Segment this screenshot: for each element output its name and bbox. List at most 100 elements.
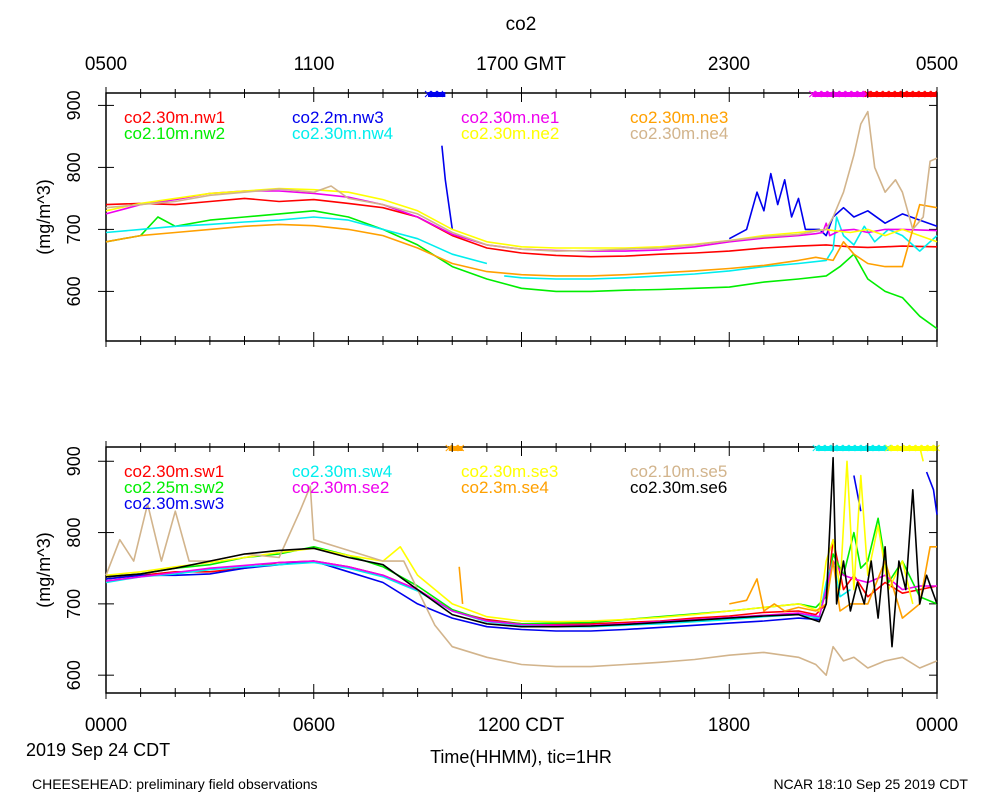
annotation-mark (856, 90, 864, 98)
series-co2-3m-se4 (458, 545, 937, 619)
series-co2-10m-se5 (105, 485, 938, 677)
series-line (105, 203, 938, 277)
top-panel-annotation-marks (424, 90, 938, 98)
series-line (105, 110, 938, 252)
legend-entry: co2.30m.ne3 (630, 108, 728, 127)
bottom-panel: 600 700 800 900 (mg/m^3) co2.30m.sw1co2.25m… (34, 441, 940, 699)
legend-entry: co2.30m.se2 (292, 478, 389, 497)
legend-entry: co2.30m.sw1 (124, 462, 224, 481)
annotation-mark (451, 444, 459, 452)
top-panel: 600 700 800 900 (mg/m^3) co2.30m.nw1co2.10m… (34, 87, 938, 347)
series-line (105, 216, 488, 265)
top-axis-tick-label: 0500 (85, 54, 127, 75)
legend-entry: co2.3m.se4 (461, 478, 549, 497)
annotation-mark (909, 444, 916, 452)
annotation-mark (930, 90, 938, 98)
top-axis-tick-label: 0500 (916, 54, 958, 75)
bottom-axis-tick-label: 0000 (85, 715, 127, 736)
legend-entry: co2.30m.nw4 (292, 124, 393, 143)
annotation-mark (836, 444, 844, 452)
annotation-mark (812, 444, 820, 452)
y-tick-label: 600 (64, 276, 84, 306)
series-co2-30m-sw1 (105, 538, 938, 625)
y-tick-label: 700 (64, 214, 84, 244)
annotation-mark (830, 444, 838, 452)
annotation-mark (808, 90, 816, 98)
top-panel-y-tick-labels: 600 700 800 900 (64, 90, 84, 306)
top-axis-tick-label: 2300 (708, 54, 750, 75)
annotation-mark (882, 90, 890, 98)
chart-title: co2 (506, 14, 537, 35)
bottom-panel-series (105, 446, 938, 677)
annotation-mark (900, 90, 908, 98)
annotation-mark (844, 90, 852, 98)
annotation-mark (832, 90, 840, 98)
legend-entry: co2.30m.nw1 (124, 108, 225, 127)
annotation-mark (860, 444, 868, 452)
top-axis-tick-label: 1700 GMT (476, 54, 566, 75)
annotation-mark (915, 444, 922, 452)
series-line (105, 210, 938, 330)
annotation-mark (820, 90, 828, 98)
bottom-axis-tick-label: 0000 (916, 715, 958, 736)
series-line (728, 172, 938, 240)
annotation-mark (870, 90, 878, 98)
series-line (918, 446, 924, 462)
y-tick-label: 800 (64, 152, 84, 182)
series-line (105, 538, 938, 625)
legend-entry: co2.30m.sw4 (292, 462, 392, 481)
series-line (925, 471, 938, 515)
top-panel-series (105, 110, 938, 330)
annotation-mark (927, 444, 934, 452)
legend-entry: co2.30m.sw3 (124, 494, 224, 513)
annotation-mark (912, 90, 920, 98)
series-line (504, 216, 938, 280)
series-line (105, 560, 820, 632)
series-co2-30m-nw4 (105, 216, 938, 280)
series-co2-30m-ne4 (105, 110, 938, 252)
series-co2-30m-se6 (105, 456, 938, 648)
series-line (105, 456, 938, 648)
bottom-panel-y-tick-labels: 600 700 800 900 (64, 446, 84, 690)
series-line (729, 545, 937, 619)
annotation-mark (824, 444, 832, 452)
bottom-axis-tick-label: 1200 CDT (478, 715, 565, 736)
legend-entry: co2.30m.ne1 (461, 108, 559, 127)
legend-entry: co2.30m.ne2 (461, 124, 559, 143)
annotation-mark (818, 444, 826, 452)
bottom-axis-tick-label: 0600 (293, 715, 335, 736)
bottom-axis-labels: 0000 0600 1200 CDT 1800 0000 (85, 715, 958, 736)
bottom-panel-annotation-marks (445, 444, 940, 452)
legend-entry: co2.10m.se5 (630, 462, 727, 481)
annotation-mark (826, 90, 834, 98)
top-panel-legend: co2.30m.nw1co2.10m.nw2co2.2m.nw3co2.30m.… (124, 108, 728, 143)
annotation-mark (457, 444, 465, 452)
annotation-mark (848, 444, 856, 452)
top-axis-labels: 0500 1100 1700 GMT 2300 0500 (85, 54, 958, 75)
annotation-mark (918, 90, 926, 98)
top-panel-y-axis-label: (mg/m^3) (34, 179, 54, 254)
footer-right: NCAR 18:10 Sep 25 2019 CDT (773, 776, 968, 792)
annotation-mark (436, 90, 444, 98)
x-axis-label: Time(HHMM), tic=1HR (430, 747, 612, 767)
annotation-mark (878, 444, 886, 452)
annotation-mark (872, 444, 880, 452)
top-panel-ticks (98, 87, 938, 347)
legend-entry: co2.10m.nw2 (124, 124, 225, 143)
series-line (458, 566, 464, 604)
annotation-mark (903, 444, 910, 452)
annotation-mark (885, 444, 892, 452)
legend-entry: co2.30m.se6 (630, 478, 727, 497)
legend-entry: co2.30m.ne4 (630, 124, 728, 143)
annotation-mark (838, 90, 846, 98)
annotation-mark (445, 444, 453, 452)
legend-entry: co2.2m.nw3 (292, 108, 384, 127)
series-line (105, 485, 938, 677)
date-label: 2019 Sep 24 CDT (26, 740, 170, 760)
y-tick-label: 900 (64, 446, 84, 476)
bottom-panel-ticks (98, 441, 938, 699)
y-tick-label: 600 (64, 660, 84, 690)
annotation-mark (850, 90, 858, 98)
bottom-axis-tick-label: 1800 (708, 715, 750, 736)
